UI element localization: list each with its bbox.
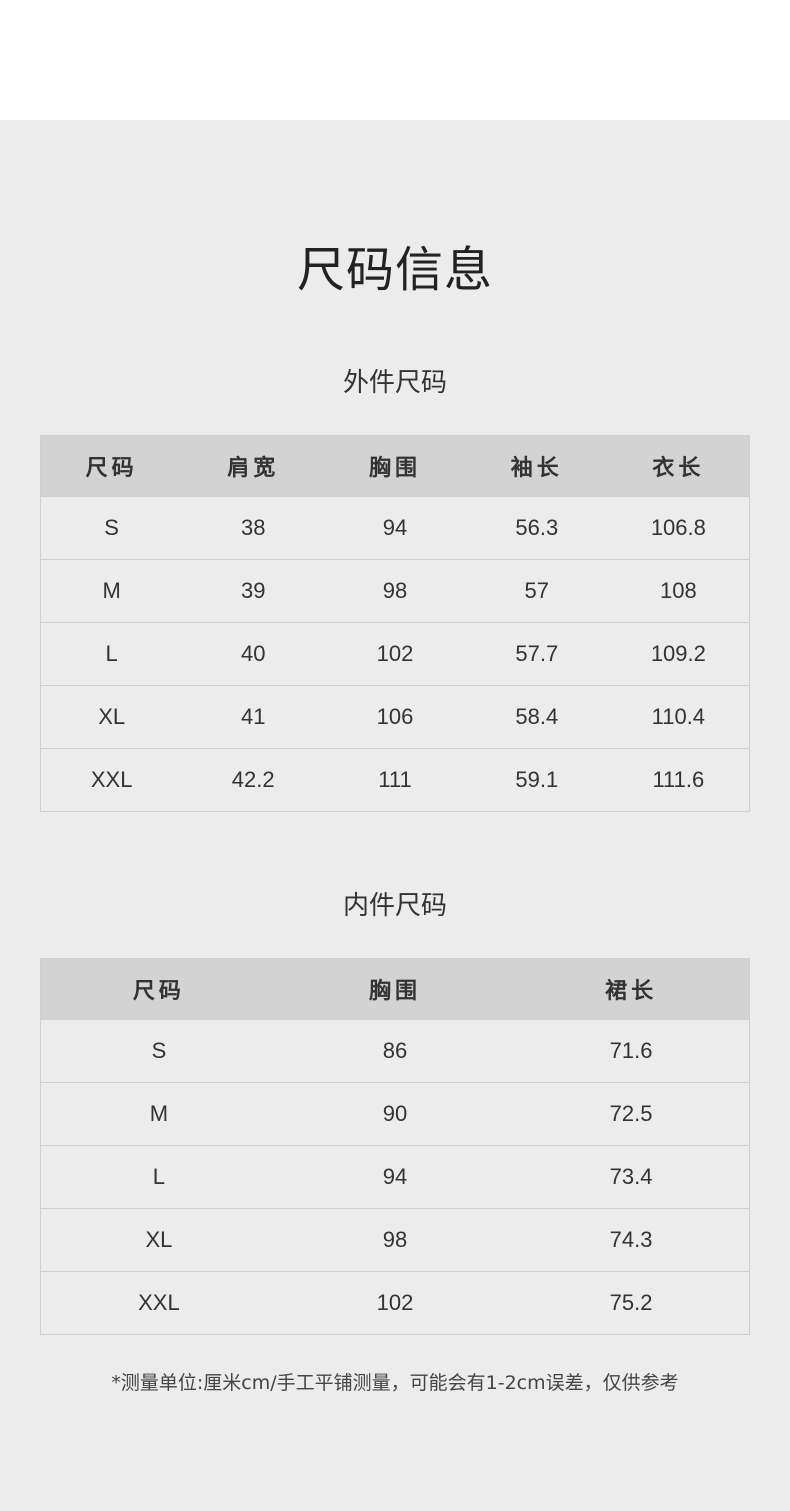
table-cell: L — [40, 622, 183, 686]
inner-size-table: 尺码 胸围 裙长 S 86 71.6 M 90 72.5 L 94 73.4 XL 98 74.3 XXL 1… — [40, 958, 750, 1335]
table-cell: S — [40, 1019, 277, 1083]
table-row: M 39 98 57 108 — [40, 559, 750, 623]
outer-size-title: 外件尺码 — [342, 368, 447, 398]
table-cell: 111.6 — [607, 748, 750, 812]
table-cell: 109.2 — [607, 622, 750, 686]
table-cell: 42.2 — [182, 748, 325, 812]
table-cell: 40 — [182, 622, 325, 686]
table-cell: XXL — [40, 748, 183, 812]
outer-size-table: 尺码 肩宽 胸围 袖长 衣长 S 38 94 56.3 106.8 M 39 98 57 108 L 40 10… — [40, 435, 750, 812]
table-cell: M — [40, 1082, 277, 1146]
table-cell: 75.2 — [513, 1271, 750, 1335]
table-cell: 39 — [182, 559, 325, 623]
table-cell: 94 — [324, 496, 466, 560]
table-cell: 58.4 — [465, 685, 608, 749]
column-header: 衣长 — [607, 435, 750, 497]
table-cell: 71.6 — [513, 1019, 750, 1083]
table-cell: 56.3 — [465, 496, 608, 560]
table-cell: 106.8 — [607, 496, 750, 560]
table-cell: 102 — [276, 1271, 514, 1335]
table-row: XL 98 74.3 — [40, 1208, 750, 1272]
table-cell: L — [40, 1145, 277, 1209]
column-header: 胸围 — [324, 435, 466, 497]
top-white-band — [0, 0, 790, 120]
table-row: XL 41 106 58.4 110.4 — [40, 685, 750, 749]
column-header: 裙长 — [513, 958, 750, 1020]
table-cell: 102 — [324, 622, 466, 686]
table-cell: 74.3 — [513, 1208, 750, 1272]
table-row: L 40 102 57.7 109.2 — [40, 622, 750, 686]
table-cell: 73.4 — [513, 1145, 750, 1209]
table-cell: 57 — [465, 559, 608, 623]
table-cell: 90 — [276, 1082, 514, 1146]
table-row: M 90 72.5 — [40, 1082, 750, 1146]
table-cell: 38 — [182, 496, 325, 560]
table-row: XXL 102 75.2 — [40, 1271, 750, 1335]
table-cell: XL — [40, 1208, 277, 1272]
table-cell: 57.7 — [465, 622, 608, 686]
table-cell: 72.5 — [513, 1082, 750, 1146]
table-cell: 106 — [324, 685, 466, 749]
inner-size-title: 内件尺码 — [342, 891, 447, 921]
table-cell: 86 — [276, 1019, 514, 1083]
table-cell: 111 — [324, 748, 466, 812]
table-row: XXL 42.2 111 59.1 111.6 — [40, 748, 750, 812]
table-cell: XXL — [40, 1271, 277, 1335]
table-cell: XL — [40, 685, 183, 749]
page-title: 尺码信息 — [296, 242, 493, 298]
table-cell: 98 — [324, 559, 466, 623]
table-row: L 94 73.4 — [40, 1145, 750, 1209]
table-cell: 59.1 — [465, 748, 608, 812]
table-row: S 86 71.6 — [40, 1019, 750, 1083]
table-cell: 41 — [182, 685, 325, 749]
table-cell: 94 — [276, 1145, 514, 1209]
table-cell: 110.4 — [607, 685, 750, 749]
column-header: 袖长 — [465, 435, 608, 497]
table-cell: 108 — [607, 559, 750, 623]
column-header: 尺码 — [40, 435, 183, 497]
measurement-note: *测量单位:厘米cm/手工平铺测量，可能会有1-2cm误差，仅供参考 — [111, 1372, 679, 1394]
table-cell: S — [40, 496, 183, 560]
table-cell: 98 — [276, 1208, 514, 1272]
table-row: S 38 94 56.3 106.8 — [40, 496, 750, 560]
table-cell: M — [40, 559, 183, 623]
column-header: 尺码 — [40, 958, 277, 1020]
column-header: 肩宽 — [182, 435, 325, 497]
column-header: 胸围 — [276, 958, 514, 1020]
